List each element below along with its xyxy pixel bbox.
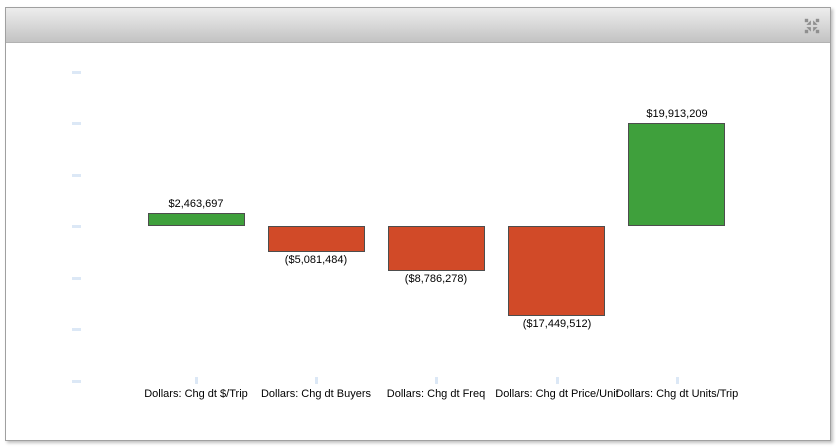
bar-value-label: $2,463,697 bbox=[168, 198, 224, 210]
y-axis-tick bbox=[72, 174, 81, 177]
chart-bar[interactable] bbox=[628, 123, 725, 226]
bar-value-label: ($5,081,484) bbox=[284, 254, 348, 266]
y-axis-tick bbox=[72, 71, 81, 74]
x-axis-label: Dollars: Chg dt Freq bbox=[386, 388, 486, 400]
chart-bar[interactable] bbox=[148, 213, 245, 226]
x-axis-label: Dollars: Chg dt Buyers bbox=[260, 388, 372, 400]
bar-value-label: ($17,449,512) bbox=[522, 318, 592, 330]
collapse-arrows-glyph bbox=[804, 18, 820, 34]
x-axis-tick bbox=[676, 377, 679, 384]
collapse-arrows-icon[interactable] bbox=[803, 17, 821, 35]
bar-value-label: $19,913,209 bbox=[646, 108, 708, 120]
x-axis-tick bbox=[195, 377, 198, 384]
chart-bar[interactable] bbox=[268, 226, 365, 252]
y-axis-tick bbox=[72, 225, 81, 228]
y-axis-tick bbox=[72, 328, 81, 331]
y-axis-tick bbox=[72, 122, 81, 125]
widget-header bbox=[6, 8, 830, 43]
x-axis-tick bbox=[556, 377, 559, 384]
y-axis-tick bbox=[72, 380, 81, 383]
x-axis-tick bbox=[435, 377, 438, 384]
x-axis-tick bbox=[315, 377, 318, 384]
chart-bar[interactable] bbox=[388, 226, 485, 271]
y-axis-tick bbox=[72, 277, 81, 280]
chart-widget-panel: $2,463,697 Dollars: Chg dt $/Trip ($5,081,… bbox=[5, 7, 831, 441]
x-axis-label: Dollars: Chg dt Units/Trip bbox=[615, 388, 739, 400]
plot-area: $2,463,697 Dollars: Chg dt $/Trip ($5,081,… bbox=[6, 43, 830, 439]
bar-value-label: ($8,786,278) bbox=[404, 273, 468, 285]
x-axis-label: Dollars: Chg dt $/Trip bbox=[144, 388, 248, 400]
chart-bar[interactable] bbox=[508, 226, 605, 316]
x-axis-label: Dollars: Chg dt Price/Unit bbox=[495, 388, 619, 400]
